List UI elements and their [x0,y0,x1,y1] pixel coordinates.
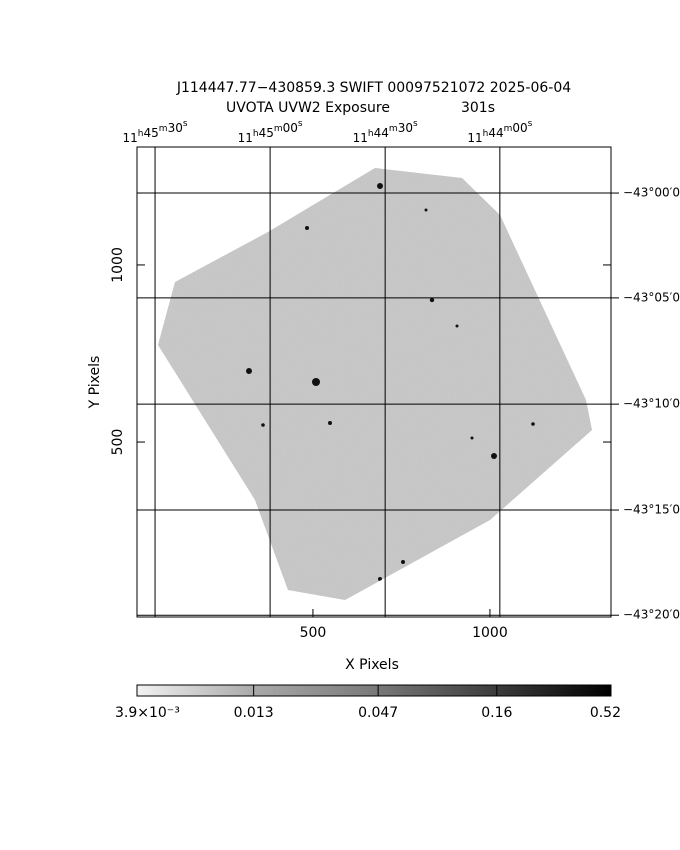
exposure: 301s [461,100,495,116]
ra-tick-label: 11h44m30s [353,119,418,145]
x-axis-label: X Pixels [345,657,399,673]
sky-image [158,168,592,600]
dec-tick-label: −43°20′0 [623,608,680,622]
dec-tick-label: −43°05′0 [623,290,680,304]
ra-tick-label: 11h45m30s [123,119,188,145]
colorbar-tick-label: 0.013 [234,705,274,721]
colorbar-tick-label: 0.047 [358,705,398,721]
y-tick-label: 500 [110,429,126,456]
chart-title: J114447.77−430859.3 SWIFT 00097521072 20… [176,80,571,96]
colorbar-tick-label: 0.52 [590,705,621,721]
ra-tick-label: 11h45m00s [238,119,303,145]
colorbar-tick-label: 0.16 [481,705,512,721]
dec-tick-label: −43°15′0 [623,503,680,517]
colorbar-tick-label: 3.9×10⁻³ [115,705,180,721]
y-axis-label: Y Pixels [87,356,103,410]
y-tick-label: 1000 [110,247,126,283]
dec-tick-label: −43°10′0 [623,397,680,411]
dec-tick-label: −43°00′0 [623,186,680,200]
x-tick-label: 1000 [472,625,508,641]
x-tick-label: 500 [300,625,327,641]
ra-tick-label: 11h44m00s [467,119,532,145]
dynamic-layer: 500 1000 500 1000 11h45m30s 11h45m00s 11h44m30… [110,119,680,722]
colorbar [136,684,612,697]
chart-subtitle: UVOTA UVW2 Exposure [226,100,390,116]
